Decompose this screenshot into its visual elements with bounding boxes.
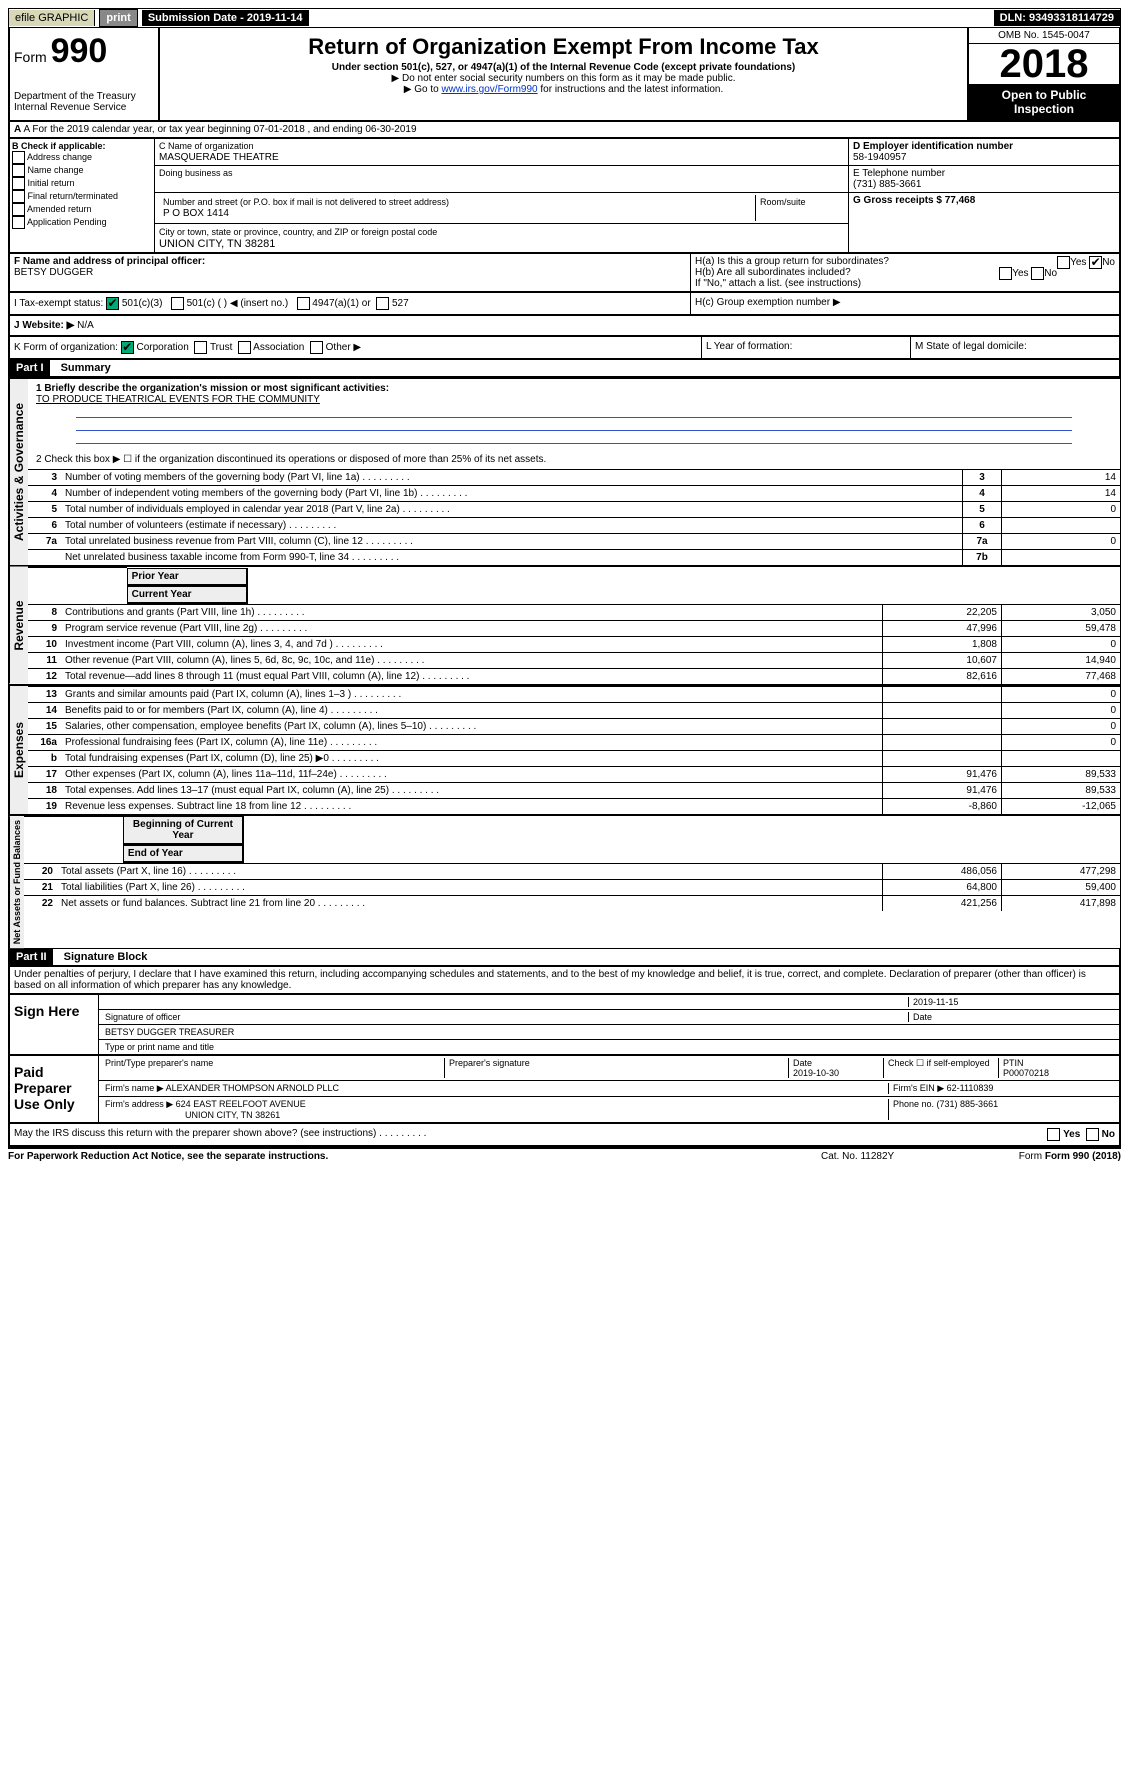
- website: N/A: [77, 320, 94, 331]
- dept-label: Department of the Treasury: [14, 91, 154, 102]
- firm-ein: Firm's EIN ▶ 62-1110839: [888, 1083, 1113, 1094]
- print-button[interactable]: print: [99, 9, 137, 27]
- org-block: B Check if applicable: Address change Na…: [8, 139, 1121, 254]
- ptin: P00070218: [1003, 1068, 1049, 1078]
- sign-here-block: Sign Here 2019-11-15 Signature of office…: [8, 993, 1121, 1056]
- telephone: (731) 885-3661: [853, 179, 921, 190]
- part1-header: Part I: [10, 360, 50, 376]
- submission-date: Submission Date - 2019-11-14: [142, 10, 309, 26]
- year-formation: L Year of formation:: [701, 337, 910, 358]
- revenue-section: Revenue Prior YearCurrent Year 8Contribu…: [8, 566, 1121, 685]
- form-title: Return of Organization Exempt From Incom…: [164, 34, 963, 60]
- part2-header: Part II: [10, 949, 53, 965]
- top-bar: efile GRAPHIC print Submission Date - 20…: [8, 8, 1121, 28]
- org-address: P O BOX 1414: [163, 208, 229, 219]
- paid-preparer-block: Paid Preparer Use Only Print/Type prepar…: [8, 1056, 1121, 1124]
- form-footer: Form Form 990 (2018): [971, 1151, 1121, 1162]
- cat-number: Cat. No. 11282Y: [821, 1151, 971, 1162]
- state-domicile: M State of legal domicile:: [910, 337, 1119, 358]
- officer-block: F Name and address of principal officer:…: [8, 254, 1121, 293]
- form-of-org: K Form of organization: ✔ Corporation Tr…: [10, 337, 701, 358]
- pra-notice: For Paperwork Reduction Act Notice, see …: [8, 1151, 821, 1162]
- org-city: UNION CITY, TN 38281: [159, 238, 275, 250]
- form-number: Form 990: [14, 32, 154, 71]
- gross-receipts: G Gross receipts $ 77,468: [853, 195, 975, 206]
- officer-name-title: BETSY DUGGER TREASURER: [99, 1025, 1119, 1040]
- form-header: Form 990 Department of the Treasury Inte…: [8, 28, 1121, 122]
- firm-address: 624 EAST REELFOOT AVENUE: [176, 1099, 306, 1109]
- tax-exempt-status: I Tax-exempt status: ✔ 501(c)(3) 501(c) …: [10, 293, 690, 314]
- group-exemption: H(c) Group exemption number ▶: [690, 293, 1119, 314]
- ein: 58-1940957: [853, 152, 906, 163]
- check-if-applicable: B Check if applicable: Address change Na…: [10, 139, 155, 252]
- principal-officer: BETSY DUGGER: [14, 267, 93, 278]
- mission: TO PRODUCE THEATRICAL EVENTS FOR THE COM…: [36, 394, 320, 405]
- tax-year: 2018: [969, 44, 1119, 84]
- irs-link[interactable]: www.irs.gov/Form990: [441, 84, 537, 95]
- discuss-question: May the IRS discuss this return with the…: [14, 1128, 1047, 1141]
- note-link: ▶ Go to www.irs.gov/Form990 for instruct…: [164, 84, 963, 95]
- net-assets-section: Net Assets or Fund Balances Beginning of…: [8, 815, 1121, 949]
- efile-label: efile GRAPHIC: [9, 10, 95, 26]
- org-name: MASQUERADE THEATRE: [159, 152, 279, 163]
- open-public: Open to Public Inspection: [969, 84, 1119, 120]
- perjury-declaration: Under penalties of perjury, I declare th…: [8, 967, 1121, 993]
- firm-phone: Phone no. (731) 885-3661: [888, 1099, 1113, 1120]
- activities-governance: Activities & Governance 1 Briefly descri…: [8, 378, 1121, 566]
- irs-label: Internal Revenue Service: [14, 102, 154, 113]
- firm-name: ALEXANDER THOMPSON ARNOLD PLLC: [166, 1083, 339, 1093]
- dln-label: DLN: 93493318114729: [994, 10, 1120, 26]
- line-a: A A For the 2019 calendar year, or tax y…: [8, 122, 1121, 139]
- form-subtitle: Under section 501(c), 527, or 4947(a)(1)…: [164, 62, 963, 73]
- note-ssn: ▶ Do not enter social security numbers o…: [164, 73, 963, 84]
- expenses-section: Expenses 13Grants and similar amounts pa…: [8, 685, 1121, 815]
